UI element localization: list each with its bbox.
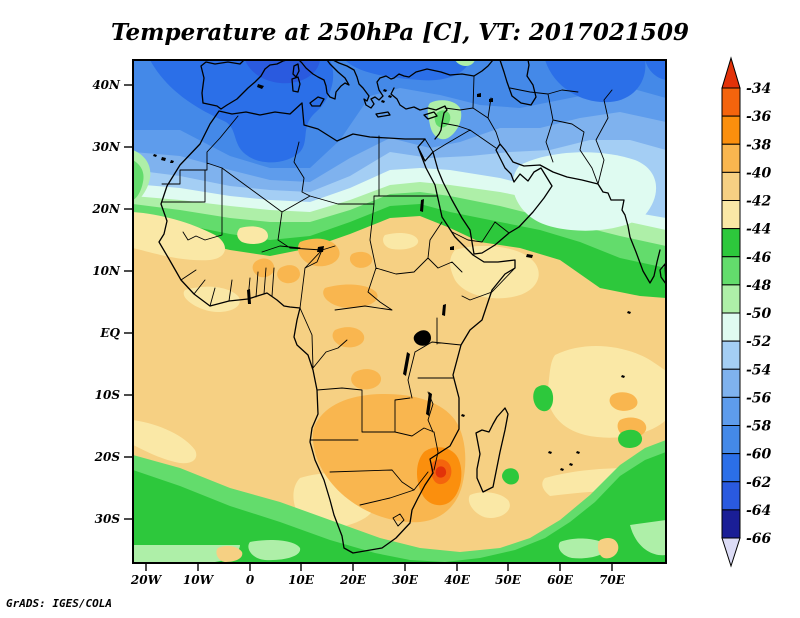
lon-tick-label: 0 [246, 573, 255, 587]
colorbar-arrow-down [722, 538, 740, 566]
colorbar-label: -50 [746, 306, 772, 322]
page-title: Temperature at 250hPa [C], VT: 201702150… [111, 19, 689, 46]
colorbar-box [722, 172, 740, 200]
colorbar-label: -52 [746, 334, 772, 350]
lat-tick-label: 30N [92, 140, 121, 154]
colorbar-legend: -34 -36 -38 -40 -42 -44 -46 -48 -50 -52 -54 -56 -58 -… [722, 58, 772, 566]
lat-tick-label: EQ [99, 326, 120, 340]
colorbar-box [722, 285, 740, 313]
colorbar-label: -38 [746, 137, 772, 153]
colorbar-box [722, 116, 740, 144]
weather-map-svg: Temperature at 250hPa [C], VT: 201702150… [0, 0, 800, 618]
colorbar-label: -44 [746, 222, 771, 238]
lat-tick-label: 10S [95, 388, 121, 402]
temperature-field [133, 60, 666, 563]
colorbar-box [722, 482, 740, 510]
colorbar-label: -34 [746, 81, 771, 97]
lon-tick-label: 70E [599, 573, 626, 587]
lon-tick-label: 30E [392, 573, 419, 587]
lat-tick-label: 20S [94, 450, 121, 464]
colorbar-box [722, 454, 740, 482]
colorbar-box [722, 144, 740, 172]
colorbar-box [722, 88, 740, 116]
colorbar-box [722, 201, 740, 229]
colorbar-label: -36 [746, 109, 772, 125]
contour-region-mideast-pale [513, 152, 656, 230]
colorbar-label: -42 [746, 194, 772, 210]
colorbar-box [722, 510, 740, 538]
colorbar-box [722, 341, 740, 369]
colorbar-box [722, 426, 740, 454]
colorbar-label: -46 [746, 250, 772, 266]
colorbar-label: -64 [746, 503, 771, 519]
lon-tick-label: 10W [183, 573, 215, 587]
colorbar-box [722, 257, 740, 285]
colorbar-label: -62 [746, 475, 772, 491]
grads-plot-page: { "title": "Temperature at 250hPa [C], V… [0, 0, 800, 618]
grads-credit: GrADS: IGES/COLA [6, 597, 112, 610]
lon-tick-label: 20W [130, 573, 163, 587]
colorbar-label: -40 [746, 165, 772, 181]
colorbar-box [722, 313, 740, 341]
lon-tick-label: 60E [547, 573, 574, 587]
lon-tick-label: 20E [339, 573, 367, 587]
colorbar-label: -60 [746, 447, 772, 463]
lat-tick-label: 30S [95, 512, 121, 526]
contour-region-warmcore-red [436, 466, 447, 477]
colorbar-box [722, 229, 740, 257]
lon-axis: 20W 10W 0 10E 20E 30E 40E 50E 60E 70E [130, 563, 626, 587]
lon-tick-label: 10E [288, 573, 315, 587]
colorbar-label: -58 [746, 419, 772, 435]
lat-axis: 40N 30N 20N 10N EQ 10S 20S 30S [91, 78, 133, 526]
colorbar-arrow-up [722, 58, 740, 88]
colorbar-box [722, 397, 740, 425]
colorbar-box [722, 369, 740, 397]
lat-tick-label: 10N [92, 264, 121, 278]
colorbar-label: -48 [746, 278, 772, 294]
colorbar-label: -54 [746, 362, 771, 378]
colorbar-label: -66 [746, 531, 772, 547]
lat-tick-label: 20N [91, 202, 121, 216]
lon-tick-label: 40E [444, 573, 471, 587]
lon-tick-label: 50E [495, 573, 522, 587]
lat-tick-label: 40N [92, 78, 121, 92]
colorbar-label: -56 [746, 390, 772, 406]
